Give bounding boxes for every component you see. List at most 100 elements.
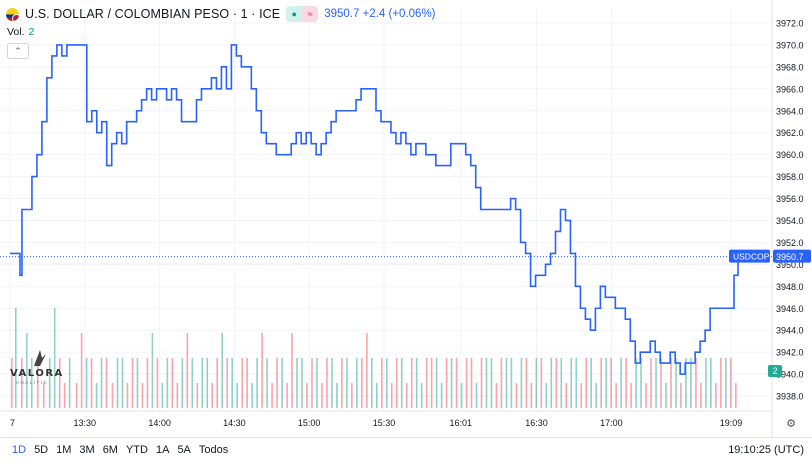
volume-bar <box>261 333 263 408</box>
volume-bar <box>460 383 463 408</box>
timeframe-5d[interactable]: 5D <box>34 444 49 456</box>
x-tick-label: 15:00 <box>298 418 321 428</box>
volume-bar <box>725 358 727 408</box>
volume-bar <box>266 358 268 408</box>
volume-bar <box>206 358 209 408</box>
volume-bar <box>166 358 169 408</box>
volume-label: Vol. <box>7 26 25 38</box>
symbol-title[interactable]: U.S. DOLLAR / COLOMBIAN PESO · 1 · ICE <box>25 7 281 21</box>
volume-bar <box>176 383 179 408</box>
settings-gear-icon[interactable]: ⚙ <box>786 418 796 430</box>
y-tick-label: 3962.0 <box>776 128 804 138</box>
volume-bar <box>685 358 687 408</box>
volume-bar <box>395 358 398 408</box>
market-open-icon[interactable]: ● <box>286 6 303 22</box>
logo-mark-icon <box>34 350 46 366</box>
y-tick-label: 3944.0 <box>776 326 804 336</box>
y-tick-label: 3958.0 <box>776 172 804 182</box>
volume-bar <box>351 383 353 408</box>
currency-flag-icon <box>6 7 19 21</box>
volume-bar <box>730 358 732 408</box>
timeframe-ytd[interactable]: YTD <box>125 444 148 456</box>
chart-header: U.S. DOLLAR / COLOMBIAN PESO · 1 · ICE ●… <box>6 4 436 24</box>
logo-text: VALORA <box>10 368 64 379</box>
volume-bar <box>231 358 233 408</box>
timeframe-1d[interactable]: 1D <box>12 444 27 456</box>
volume-bar <box>14 308 17 408</box>
volume-bar <box>366 333 368 408</box>
x-tick-label: 14:30 <box>223 418 246 428</box>
y-tick-label: 3950.0 <box>776 260 804 270</box>
volume-bar <box>121 358 124 408</box>
y-tick-label: 3938.0 <box>776 392 804 402</box>
volume-bar <box>510 358 513 408</box>
volume-bar <box>495 383 498 408</box>
x-tick-label: 17:00 <box>600 418 623 428</box>
timeframe-3m[interactable]: 3M <box>79 444 95 456</box>
volume-bar <box>53 308 56 408</box>
volume-bar <box>141 383 144 408</box>
x-tick-label: 16:30 <box>525 418 548 428</box>
bottom-toolbar: 1D 5D 1M 3M 6M YTD 1A 5A Todos 19:10:25 (UTC) <box>0 437 812 464</box>
volume-bar <box>331 358 333 408</box>
volume-bar <box>211 383 214 408</box>
timeframe-1a[interactable]: 1A <box>155 444 170 456</box>
volume-bar <box>575 358 578 408</box>
utc-clock[interactable]: 19:10:25 (UTC) <box>728 444 804 456</box>
volume-bar <box>306 383 308 408</box>
quote-summary: 3950.7 +2.4 (+0.06%) <box>324 8 436 20</box>
volume-bar <box>196 383 199 408</box>
volume-bar <box>695 358 697 408</box>
timeframe-6m[interactable]: 6M <box>102 444 118 456</box>
timeframe-5a[interactable]: 5A <box>177 444 191 456</box>
volume-bar <box>600 358 602 408</box>
y-axis: 3938.0 3940.0 3942.0 3944.0 3946.0 3948.0 3950… <box>776 18 804 401</box>
volume-bar <box>151 333 154 408</box>
status-pills[interactable]: ● ≈ <box>286 6 319 22</box>
delayed-data-icon[interactable]: ≈ <box>302 6 319 22</box>
volume-bar <box>100 358 103 408</box>
volume-bar <box>430 358 433 408</box>
volume-bar <box>42 383 45 408</box>
collapse-legend-button[interactable]: ⌃ <box>7 43 29 59</box>
y-tick-label: 3968.0 <box>776 62 804 72</box>
volume-bar <box>296 358 298 408</box>
volume-bar <box>201 358 204 408</box>
volume-bar <box>68 358 71 408</box>
volume-bar <box>605 358 607 408</box>
volume-bar <box>20 358 23 408</box>
volume-bar <box>226 358 229 408</box>
volume-bar <box>136 358 139 408</box>
volume-bar <box>191 358 194 408</box>
volume-bar <box>251 383 253 408</box>
y-tick-label: 3946.0 <box>776 304 804 314</box>
volume-bar <box>525 358 528 408</box>
volume-bar <box>375 383 378 408</box>
volume-bar <box>630 383 632 408</box>
y-tick-label: 3948.0 <box>776 282 804 292</box>
volume-bar <box>156 358 159 408</box>
y-tick-label: 3942.0 <box>776 348 804 358</box>
volume-bar <box>291 333 293 408</box>
volume-bars <box>10 308 737 408</box>
logo-subtext: ANALITIK <box>16 380 49 385</box>
volume-bar <box>435 358 438 408</box>
volume-bar <box>186 333 189 408</box>
chart[interactable]: 3938.0 3940.0 3942.0 3944.0 3946.0 3948.0 3950… <box>0 0 812 437</box>
volume-bar <box>680 383 682 408</box>
volume-bar <box>515 383 518 408</box>
volume-bar <box>241 358 243 408</box>
x-tick-label: 16:01 <box>449 418 472 428</box>
volume-bar <box>405 383 408 408</box>
volume-bar <box>470 358 473 408</box>
volume-bar <box>655 358 657 408</box>
volume-bar <box>555 358 558 408</box>
volume-bar <box>221 333 224 408</box>
timeframe-todos[interactable]: Todos <box>198 444 229 456</box>
volume-bar <box>610 358 612 408</box>
volume-bar <box>550 358 553 408</box>
timeframe-selector: 1D 5D 1M 3M 6M YTD 1A 5A Todos <box>8 444 232 456</box>
symbol-tag: USDCOP <box>733 252 770 262</box>
timeframe-1m[interactable]: 1M <box>56 444 72 456</box>
volume-bar <box>625 358 627 408</box>
